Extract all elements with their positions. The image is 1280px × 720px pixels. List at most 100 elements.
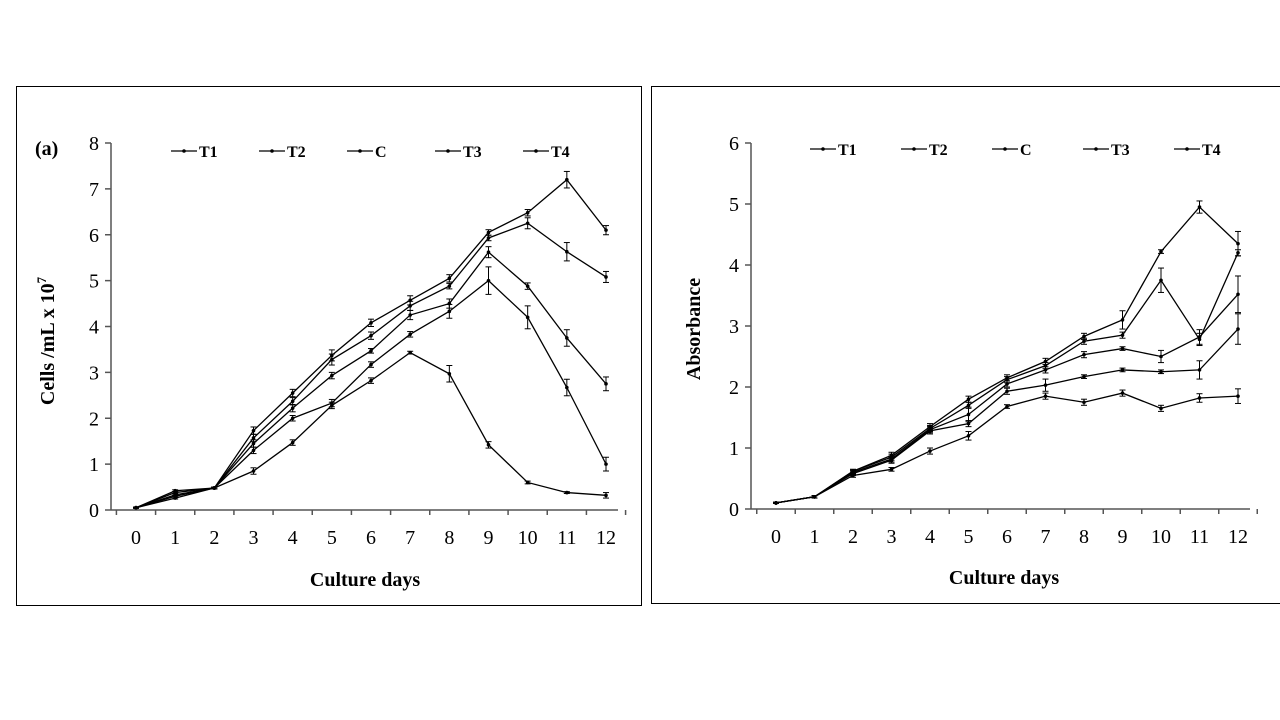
y-tick-label-a: 5 [89,271,99,293]
data-point-t1-b [889,467,894,472]
data-point-t1-a [251,469,256,473]
data-point-t1-a [447,371,452,376]
data-point-t2-a [525,315,530,320]
data-point-t4-b [851,469,855,473]
data-point-t1-b [966,434,971,438]
x-tick-label-a: 5 [327,527,337,549]
x-tick-label-a: 11 [557,527,576,549]
x-tick-label-b: 10 [1151,526,1171,548]
data-point-t4-b [889,453,894,458]
data-point-t3-b [1120,333,1125,337]
x-tick-label-a: 7 [405,527,415,549]
y-axis-title-a: Cells /mL x 107 [34,276,59,405]
data-point-t1-b [1159,406,1163,411]
x-tick-label-b: 12 [1228,526,1248,548]
data-point-t2-b [1236,327,1240,331]
legend-marker-t4-a [534,149,538,153]
legend-marker-t2-a [270,149,274,153]
x-axis-title-b: Culture days [949,567,1059,589]
data-point-c-b [966,412,971,417]
data-point-t3-a [447,284,452,288]
panel-label-a: (a) [35,138,58,160]
data-point-t4-a [330,353,334,358]
y-tick-label-a: 7 [89,179,99,201]
data-point-t4-a [447,276,452,281]
x-tick-label-b: 9 [1118,526,1128,548]
data-point-t2-a [604,462,608,466]
legend-label-t3-a: T3 [463,144,482,161]
y-tick-label-b: 6 [729,133,739,155]
y-tick-label-b: 1 [729,438,739,460]
series-line-c-b [775,293,1239,504]
data-point-t1-a [290,440,295,445]
x-tick-label-b: 1 [810,526,820,548]
x-tick-label-a: 12 [596,527,616,549]
data-point-t3-b [1082,339,1086,344]
data-point-c-a [251,441,256,446]
data-point-c-a [525,284,530,288]
data-point-t3-a [565,249,569,254]
legend-marker-t1-a [182,149,186,153]
y-tick-label-a: 1 [89,454,99,476]
x-tick-label-b: 4 [925,526,935,548]
data-point-t1-a [525,480,530,485]
data-point-t1-b [1236,394,1240,398]
data-point-t2-b [1197,368,1202,372]
data-point-t1-a [369,378,373,383]
data-point-t4-a [212,486,217,490]
data-point-t2-a [251,448,256,453]
data-point-t2-b [1120,368,1125,372]
data-point-c-b [1120,346,1125,351]
x-tick-label-b: 11 [1190,526,1209,548]
chart-a-svg: (a) Culture days Cells /mL x 107 0123456… [34,133,627,591]
data-point-t1-a [408,350,412,355]
x-tick-label-b: 3 [887,526,897,548]
data-point-t4-a [604,228,608,232]
data-point-c-b [1082,352,1086,357]
data-point-c-a [604,382,608,386]
y-tick-label-b: 2 [729,377,739,399]
data-point-c-a [447,301,452,306]
data-point-t4-b [1197,205,1202,209]
data-point-t3-a [486,236,491,240]
legend-marker-c-b [1003,147,1007,151]
x-tick-label-a: 4 [288,527,298,549]
data-point-t1-b [1043,394,1048,398]
data-point-t2-a [486,278,491,283]
legend-marker-t3-a [446,149,450,153]
data-point-t2-a [447,309,452,314]
x-tick-label-a: 0 [131,527,141,549]
data-point-t1-a [604,493,608,498]
data-point-t4-a [525,210,530,215]
data-point-t4-b [1159,249,1163,254]
data-point-t4-b [1082,334,1086,339]
data-point-t4-b [1120,318,1125,322]
data-point-t3-b [966,403,971,408]
data-point-t4-a [251,428,256,433]
data-point-t3-a [290,399,295,404]
data-point-t3-b [1159,278,1163,283]
data-point-t4-a [369,321,373,325]
x-tick-label-a: 9 [484,527,494,549]
data-point-c-a [290,406,295,410]
data-point-t4-a [173,496,177,500]
x-tick-label-a: 6 [366,527,376,549]
y-tick-label-b: 0 [729,499,739,521]
x-tick-label-a: 3 [249,527,259,549]
data-point-t4-a [408,298,412,303]
x-tick-label-b: 8 [1079,526,1089,548]
data-point-t1-b [928,449,932,453]
data-point-t1-a [565,490,569,495]
data-point-t4-b [1005,376,1009,380]
x-tick-label-b: 7 [1041,526,1051,548]
data-point-t2-b [1159,369,1163,374]
legend-label-t2-a: T2 [287,144,306,161]
data-point-t4-b [1043,359,1048,364]
legend-label-c-a: C [375,144,387,161]
data-point-c-a [565,336,569,340]
y-tick-label-a: 4 [89,317,99,339]
data-point-t2-a [369,362,373,367]
data-point-t3-a [251,436,256,440]
